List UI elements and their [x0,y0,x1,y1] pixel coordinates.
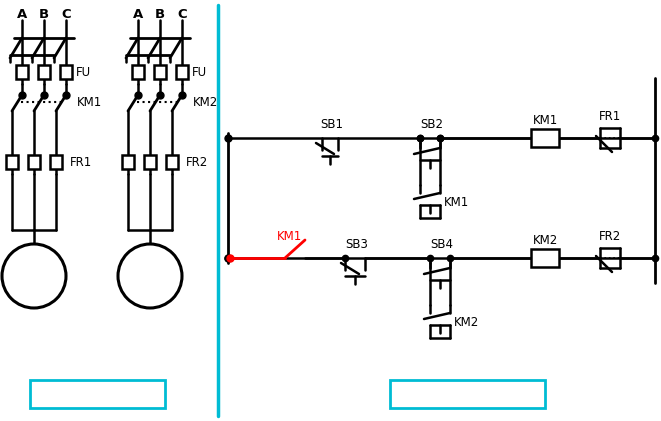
Circle shape [2,244,66,308]
Text: KM1: KM1 [278,229,303,242]
Text: FR1: FR1 [70,155,93,168]
Bar [16,65,28,79]
Text: 控制电路: 控制电路 [446,385,489,403]
Text: 3~: 3~ [24,278,44,292]
Text: 3~: 3~ [140,278,160,292]
Bar [6,155,18,169]
Text: B: B [155,8,165,21]
Bar [132,65,144,79]
Bar [50,155,62,169]
Text: KM2: KM2 [193,96,218,109]
Text: KM1: KM1 [77,96,102,109]
Text: FR1: FR1 [599,109,621,123]
Bar [154,65,166,79]
FancyBboxPatch shape [390,380,545,408]
Text: A: A [133,8,143,21]
Bar [531,129,559,147]
Text: FR2: FR2 [186,155,208,168]
Bar [28,155,40,169]
Text: FU: FU [76,66,91,78]
Text: A: A [17,8,27,21]
Text: KM1: KM1 [532,114,558,126]
Bar [122,155,134,169]
Text: 主电路: 主电路 [81,385,114,403]
Bar [144,155,156,169]
Text: M: M [141,259,159,277]
Text: SB3: SB3 [346,237,368,250]
Bar [38,65,50,79]
Circle shape [118,244,182,308]
Text: KM2: KM2 [454,317,479,330]
Text: SB2: SB2 [420,117,444,131]
Text: C: C [177,8,187,21]
Bar [176,65,188,79]
Bar [531,249,559,267]
FancyBboxPatch shape [30,380,165,408]
Text: SB1: SB1 [321,117,344,131]
Text: M: M [25,259,43,277]
Text: FU: FU [192,66,207,78]
Bar [60,65,72,79]
Text: FR2: FR2 [599,229,621,242]
Text: SB4: SB4 [430,237,453,250]
Text: KM2: KM2 [532,234,558,247]
Text: C: C [61,8,71,21]
Text: KM1: KM1 [444,197,469,210]
Bar [166,155,178,169]
Text: B: B [39,8,49,21]
